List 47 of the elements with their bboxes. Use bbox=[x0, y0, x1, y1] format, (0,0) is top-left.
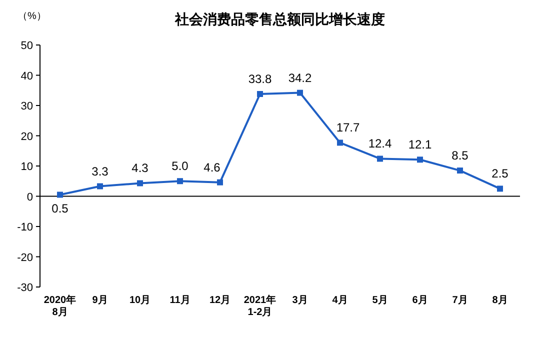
y-tick-label: -20 bbox=[17, 252, 33, 264]
x-tick-label: 2020年 8月 bbox=[44, 294, 76, 318]
point bbox=[337, 140, 343, 146]
data-label: 2.5 bbox=[492, 166, 509, 181]
x-tick-label: 8月 bbox=[492, 295, 508, 306]
x-tick-label: 9月 bbox=[92, 295, 108, 306]
data-label: 17.7 bbox=[336, 120, 360, 135]
chart-title: 社会消费品零售总额同比增长速度 bbox=[174, 11, 385, 27]
x-tick-label: 6月 bbox=[412, 295, 428, 306]
point bbox=[177, 178, 183, 184]
point bbox=[137, 180, 143, 186]
y-tick-label: 0 bbox=[26, 191, 33, 204]
y-tick-label: 40 bbox=[20, 70, 33, 82]
point bbox=[457, 168, 463, 174]
x-tick-label: 3月 bbox=[292, 295, 308, 306]
x-tick-label: 12月 bbox=[209, 295, 231, 306]
data-label: 8.5 bbox=[452, 148, 469, 163]
x-tick-label: 10月 bbox=[129, 295, 151, 306]
point bbox=[297, 90, 303, 96]
x-tick-label: 11月 bbox=[170, 295, 190, 306]
y-axis-title: （%） bbox=[18, 11, 46, 22]
x-tick-label: 4月 bbox=[332, 295, 348, 306]
data-label: 0.5 bbox=[52, 202, 69, 216]
y-tick-label: -30 bbox=[17, 282, 33, 294]
point bbox=[257, 91, 263, 98]
point bbox=[377, 156, 383, 162]
data-label: 4.6 bbox=[204, 160, 221, 174]
data-label: 3.3 bbox=[92, 164, 109, 178]
data-label: 33.8 bbox=[248, 72, 272, 86]
point bbox=[217, 179, 223, 186]
data-label: 4.3 bbox=[132, 161, 149, 176]
y-tick-label: 10 bbox=[20, 161, 33, 173]
data-label: 34.2 bbox=[288, 70, 312, 85]
data-label: 5.0 bbox=[172, 159, 189, 174]
y-tick-label: 20 bbox=[20, 130, 33, 143]
y-tick-label: 30 bbox=[20, 100, 33, 112]
point bbox=[497, 186, 503, 192]
point bbox=[417, 156, 423, 163]
x-tick-label: 5月 bbox=[372, 295, 388, 306]
x-tick-label: 7月 bbox=[452, 295, 468, 306]
data-label: 12.4 bbox=[368, 136, 392, 151]
y-tick-label: -10 bbox=[17, 222, 33, 234]
data-label: 12.1 bbox=[408, 138, 432, 152]
point bbox=[57, 192, 63, 198]
x-tick-label: 2021年 1-2月 bbox=[244, 294, 276, 318]
point bbox=[97, 183, 103, 190]
y-tick-label: 50 bbox=[20, 40, 33, 52]
